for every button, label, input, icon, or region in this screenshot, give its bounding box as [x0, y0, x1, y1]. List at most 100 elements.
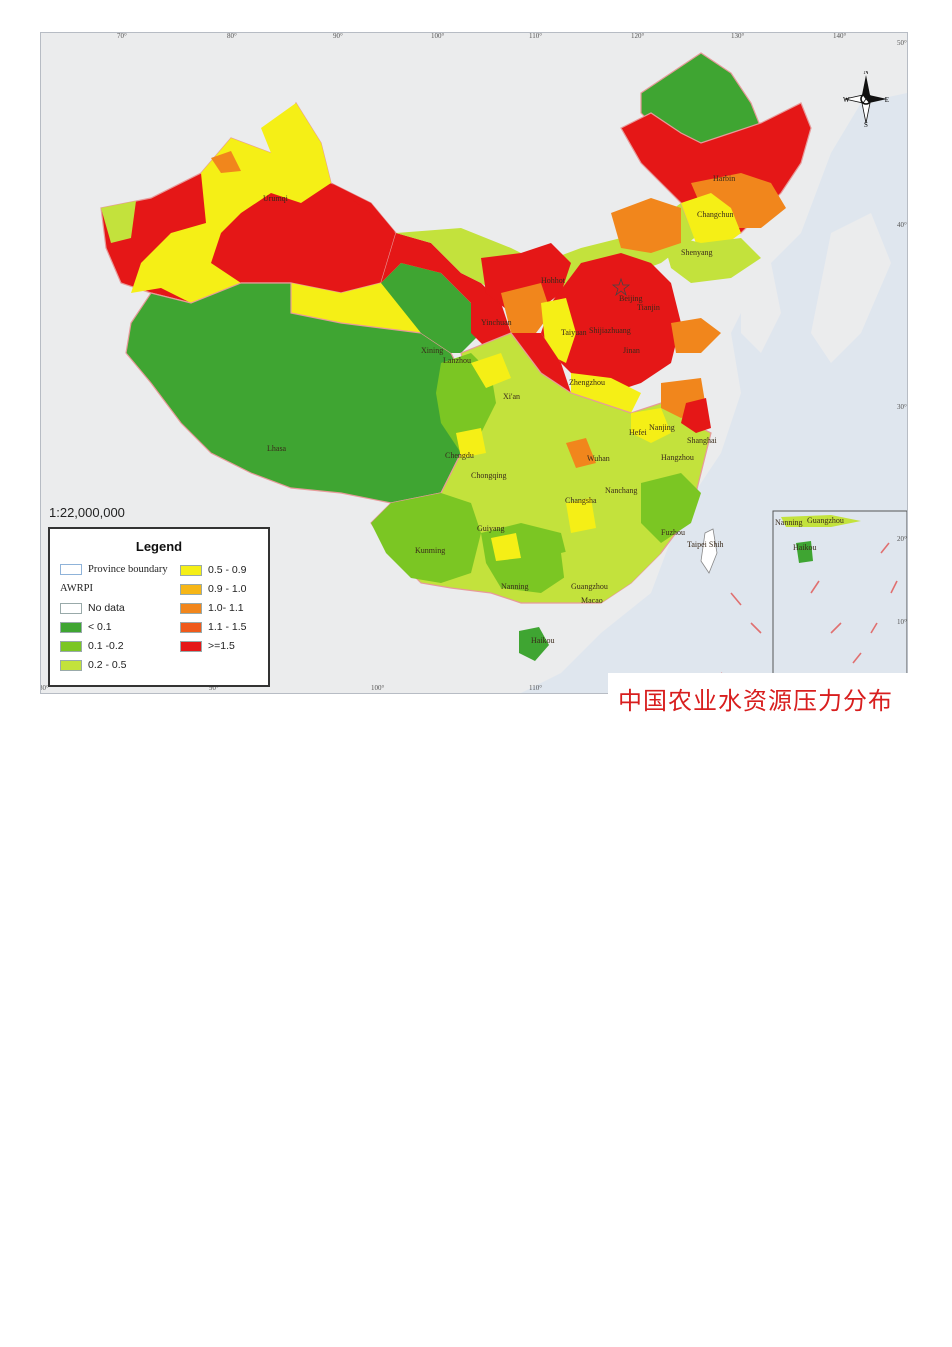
city-label: Nanjing [649, 423, 675, 432]
korea-japan-land [741, 213, 891, 363]
legend-title: Legend [135, 539, 183, 554]
bottom-tick-label: 100° [371, 684, 385, 692]
compass-n: N [863, 71, 868, 76]
caption-text: 中国农业水资源压力分布 [618, 687, 893, 715]
compass-w: W [843, 96, 850, 104]
right-tick-label: 40° [897, 221, 907, 229]
top-tick-label: 110° [529, 32, 543, 40]
legend-item: 0.1 -0.2 [60, 640, 124, 652]
legend-swatch [180, 564, 202, 576]
top-tick-label: 100° [431, 32, 445, 40]
bottom-tick-label: 80° [41, 684, 49, 692]
city-label: Lanzhou [443, 356, 471, 365]
city-label: Taiyuan [561, 328, 587, 337]
region-guangdong-lightgreen [561, 543, 661, 603]
legend-item: 1.0- 1.1 [180, 602, 244, 614]
legend-item: 0.2 - 0.5 [60, 659, 127, 671]
city-label: Changchun [697, 210, 733, 219]
region-yunnan-green [371, 493, 481, 583]
map-legend: Legend Province boundary AWRPI No data < … [48, 527, 270, 687]
inset-city-label: Guangzhou [807, 516, 844, 525]
legend-item: No data [60, 602, 125, 614]
city-label: Macao [581, 596, 603, 605]
map-caption: 中国农业水资源压力分布 [608, 673, 914, 717]
region-hunan-yellow [566, 498, 596, 533]
city-label: Hefei [629, 428, 648, 437]
legend-swatch [180, 621, 202, 633]
legend-item-label: 0.2 - 0.5 [88, 659, 127, 671]
city-label: Wuhan [587, 454, 610, 463]
region-qinghai [381, 263, 481, 353]
legend-item-label: 1.1 - 1.5 [208, 621, 247, 633]
region-ningxia-orange [501, 283, 551, 333]
city-label: Yinchuan [481, 318, 512, 327]
legend-item-label: 0.5 - 0.9 [208, 564, 247, 576]
bottom-tick-label: 110° [529, 684, 543, 692]
city-label: Urumqi [263, 194, 289, 203]
city-label: Shijiazhuang [589, 326, 631, 335]
region-northeast-yellow [681, 193, 741, 248]
city-label: Harbin [713, 174, 735, 183]
legend-swatch [180, 640, 202, 652]
city-label: Beijing [619, 294, 643, 303]
city-label: Shenyang [681, 248, 713, 257]
legend-index: AWRPI [60, 583, 93, 594]
region-xinjiang-orange [211, 151, 241, 173]
city-label: Hangzhou [661, 453, 694, 462]
compass-e: E [885, 96, 889, 104]
legend-swatch [180, 602, 202, 614]
compass-rose-icon: N S W E [841, 68, 891, 129]
legend-item: 0.9 - 1.0 [180, 583, 247, 595]
top-tick-label: 80° [227, 32, 237, 40]
region-hebei-orange [611, 198, 681, 253]
legend-swatch [60, 640, 82, 652]
right-tick-label: 20° [897, 535, 907, 543]
city-label: Zhengzhou [569, 378, 605, 387]
city-label: Nanchang [605, 486, 637, 495]
top-tick-label: 120° [631, 32, 645, 40]
map-scale: 1:22,000,000 [49, 505, 125, 520]
legend-item-label: 1.0- 1.1 [208, 602, 244, 614]
right-tick-label: 10° [897, 618, 907, 626]
city-label: Xi'an [503, 392, 520, 401]
city-label: Haikou [531, 636, 555, 645]
right-tick-label: 50° [897, 39, 907, 47]
legend-swatch [60, 621, 82, 633]
city-label: Lhasa [267, 444, 287, 453]
legend-boundary: Province boundary [60, 564, 168, 575]
legend-swatch [60, 602, 82, 614]
legend-item-label: 0.1 -0.2 [88, 640, 124, 652]
region-guizhou-yellow [491, 533, 521, 561]
legend-item-label: < 0.1 [88, 621, 112, 633]
legend-item-label: >=1.5 [208, 640, 235, 652]
city-label: Shanghai [687, 436, 718, 445]
compass-s: S [864, 121, 868, 127]
inset-city-label: Haikou [793, 543, 817, 552]
city-label: Hohhot [541, 276, 566, 285]
region-anhui-yellow [631, 408, 671, 443]
map-panel: Urumqi Lhasa Xining Lanzhou Yinchuan Hohhot Be… [40, 32, 908, 694]
bottom-tick-label: 90° [209, 684, 219, 692]
city-label: Fuzhou [661, 528, 685, 537]
region-jiangsu-red [681, 398, 711, 433]
south-china-sea-inset [772, 510, 907, 693]
region-sichuan-yellow [456, 428, 486, 458]
region-hainan [519, 627, 549, 661]
legend-item: 0.5 - 0.9 [180, 564, 247, 576]
legend-item-label: 0.9 - 1.0 [208, 583, 247, 595]
city-label: Chengdu [445, 451, 474, 460]
region-hubei-orange [566, 438, 596, 468]
city-label: Kunming [415, 546, 445, 555]
legend-swatch [60, 659, 82, 671]
legend-index-label: AWRPI [60, 583, 93, 594]
top-tick-label: 70° [117, 32, 127, 40]
city-label: Changsha [565, 496, 597, 505]
inset-city-label: Nanning [775, 518, 803, 527]
top-tick-label: 90° [333, 32, 343, 40]
region-xining-yellow [471, 353, 511, 388]
city-label: Tianjin [637, 303, 660, 312]
city-label: Xining [421, 346, 443, 355]
city-label: Guiyang [477, 524, 505, 533]
region-liaoning-green [661, 233, 761, 283]
legend-item-label: No data [88, 602, 125, 614]
